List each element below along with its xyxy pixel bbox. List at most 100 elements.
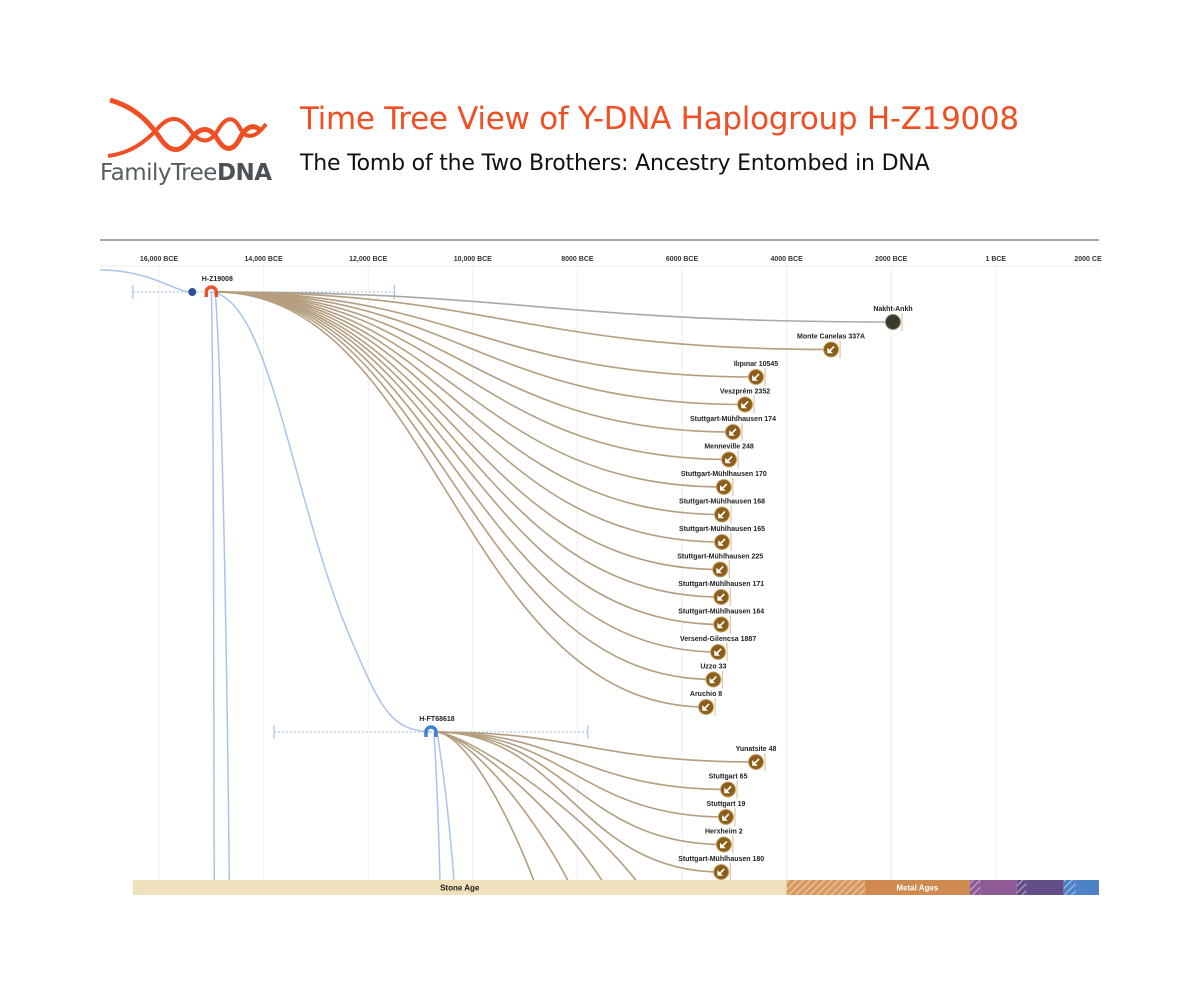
sample-marker[interactable]: Stuttgart-Mühlhausen 180 <box>678 856 764 881</box>
lineage-line <box>211 291 431 733</box>
haplogroup-node[interactable]: H-Z19008 <box>202 276 233 297</box>
trowel-glyph <box>702 703 710 711</box>
sample-marker[interactable]: Versend-Gilencsa 1887 <box>680 636 756 661</box>
era-transition-hatch <box>1063 880 1076 895</box>
branch-line <box>434 731 535 880</box>
trowel-glyph <box>741 400 749 409</box>
branch-line <box>434 731 722 873</box>
sample-label: Uzzo 33 <box>700 664 726 671</box>
sample-marker[interactable]: Ilıpınar 10545 <box>734 361 778 386</box>
branch-line <box>434 731 757 763</box>
sample-marker[interactable]: Monte Canelas 337A <box>797 334 865 359</box>
sample-label: Stuttgart-Mühlhausen 225 <box>677 554 763 561</box>
lineage-line <box>436 731 455 880</box>
sample-marker[interactable]: Nakht-Ankh <box>873 306 913 331</box>
trowel-glyph <box>722 813 730 821</box>
era-transition-hatch <box>786 880 866 895</box>
sample-marker[interactable]: Veszprém 2352 <box>720 389 770 414</box>
sample-marker[interactable]: Aruchio 8 <box>690 691 722 716</box>
haplogroup-label: H-FT68618 <box>419 716 455 723</box>
sample-label: Ilıpınar 10545 <box>734 361 778 368</box>
branch-line <box>215 291 746 406</box>
sample-marker[interactable]: Stuttgart-Mühlhausen 164 <box>678 609 764 634</box>
sample-marker[interactable]: Stuttgart-Mühlhausen 165 <box>679 526 765 551</box>
era-transition-hatch <box>969 880 981 895</box>
sample-label: Stuttgart-Mühlhausen 164 <box>678 609 764 616</box>
lineage-line <box>433 731 441 880</box>
branch-line <box>434 731 724 846</box>
branch-line <box>215 291 707 708</box>
branch-line <box>215 291 724 488</box>
sample-marker[interactable]: Herxheim 2 <box>705 829 743 854</box>
branch-line <box>215 291 757 378</box>
collapse-chevron-icon[interactable] <box>188 288 197 296</box>
familytreedna-logo <box>107 98 268 158</box>
sample-label: Stuttgart-Mühlhausen 180 <box>678 856 764 863</box>
logo-wordmark: FamilyTreeDNA <box>100 160 272 186</box>
axis-tick-label: 4000 BCE <box>770 256 803 263</box>
sample-marker[interactable]: Stuttgart 65 <box>709 774 748 799</box>
trowel-glyph <box>709 675 717 684</box>
trowel-glyph <box>717 620 725 629</box>
branch-line <box>434 731 729 791</box>
sample-label: Monte Canelas 337A <box>797 334 865 341</box>
branch-line <box>215 291 733 433</box>
trowel-glyph <box>717 593 725 601</box>
sample-label: Yunatsite 48 <box>736 746 777 753</box>
haplogroup-node[interactable]: H-FT68618 <box>419 716 455 737</box>
branch-line <box>215 291 721 571</box>
sample-marker[interactable]: Stuttgart-Mühlhausen 170 <box>681 471 767 496</box>
trowel-glyph <box>718 538 726 546</box>
page-title: Time Tree View of Y-DNA Haplogroup H-Z19… <box>300 101 1019 137</box>
branch-line <box>215 291 719 653</box>
sample-marker[interactable]: Stuttgart 19 <box>706 801 745 826</box>
sample-marker[interactable]: Menneville 248 <box>704 444 754 469</box>
axis-tick-label: 1 BCE <box>985 256 1006 263</box>
sample-label: Stuttgart-Mühlhausen 168 <box>679 499 765 506</box>
sample-label: Stuttgart-Mühlhausen 174 <box>690 416 776 423</box>
era-band[interactable] <box>980 880 1017 895</box>
sample-label: Versend-Gilencsa 1887 <box>680 636 756 643</box>
sample-marker[interactable]: Uzzo 33 <box>700 664 727 689</box>
haplogroup-node-icon <box>204 285 219 297</box>
era-band[interactable] <box>1075 880 1099 895</box>
era-band[interactable] <box>132 880 787 895</box>
era-label: Metal Ages <box>896 884 938 893</box>
trowel-glyph <box>716 565 724 574</box>
sample-marker[interactable]: Stuttgart-Mühlhausen 171 <box>678 581 764 606</box>
trowel-glyph <box>752 758 760 766</box>
lineage-line <box>210 291 216 880</box>
logo-text-light: FamilyTree <box>100 160 217 186</box>
axis-tick-label: 16,000 BCE <box>140 256 178 263</box>
sample-marker[interactable]: Stuttgart-Mühlhausen 168 <box>679 499 765 524</box>
logo-text-bold: DNA <box>216 160 272 186</box>
trowel-glyph <box>717 868 725 876</box>
trowel-glyph <box>714 648 722 656</box>
branch-line <box>434 731 603 880</box>
axis-tick-label: 14,000 BCE <box>245 256 283 263</box>
sample-marker[interactable]: Yunatsite 48 <box>736 746 777 771</box>
page-subtitle: The Tomb of the Two Brothers: Ancestry E… <box>300 151 930 176</box>
axis-tick-label: 10,000 BCE <box>454 256 492 263</box>
branch-line <box>215 291 714 681</box>
branch-line <box>215 291 730 461</box>
sample-label: Aruchio 8 <box>690 691 722 698</box>
sample-marker[interactable]: Stuttgart-Mühlhausen 225 <box>677 554 763 579</box>
era-label: Stone Age <box>440 884 480 893</box>
branch-line <box>434 731 569 880</box>
branch-line <box>215 291 723 543</box>
sample-marker[interactable]: Stuttgart-Mühlhausen 174 <box>690 416 776 441</box>
era-band[interactable] <box>865 880 970 895</box>
sample-label: Stuttgart 65 <box>709 774 748 781</box>
branch-line <box>215 291 723 516</box>
haplogroup-label: H-Z19008 <box>202 276 233 283</box>
era-band[interactable] <box>1026 880 1064 895</box>
axis-tick-label: 2000 CE <box>1074 256 1102 263</box>
trowel-glyph <box>724 785 732 794</box>
haplogroup-node-icon <box>424 725 438 737</box>
axis-bar <box>100 241 1099 266</box>
sample-label: Stuttgart 19 <box>706 801 745 808</box>
axis-tick-label: 8000 BCE <box>561 256 594 263</box>
sample-label: Stuttgart-Mühlhausen 165 <box>679 526 765 533</box>
